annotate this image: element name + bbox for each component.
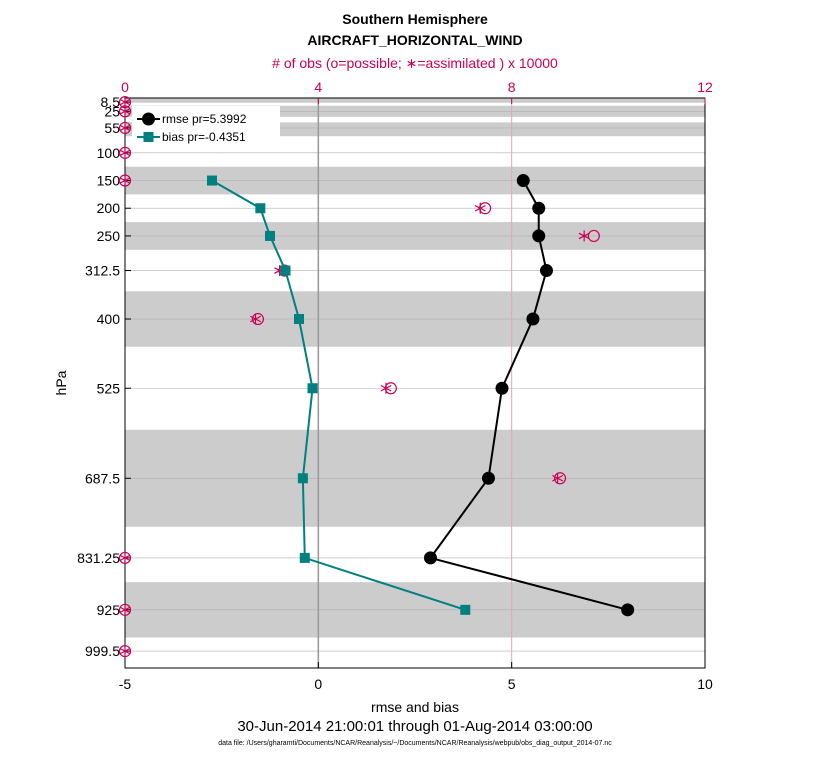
bias-point-4	[294, 314, 304, 325]
legend-bias-marker	[143, 132, 154, 142]
rmse-point-1	[532, 201, 546, 215]
obs-assimilated-marker	[578, 230, 590, 242]
top-tick-label-0: 0	[121, 79, 129, 95]
y-tick-label-3: 100	[97, 145, 121, 161]
y-tick-label-5: 200	[97, 200, 121, 216]
x-tick-label-1: 0	[314, 676, 322, 692]
chart-subtitle: AIRCRAFT_HORIZONTAL_WIND	[307, 32, 522, 48]
y-axis-label: hPa	[53, 370, 69, 395]
top-tick-label-1: 4	[314, 79, 322, 95]
bias-point-2	[265, 230, 275, 241]
obs-possible-marker	[587, 229, 600, 243]
obs-assimilated-marker	[552, 472, 564, 484]
y-tick-label-7: 312.5	[85, 263, 120, 279]
y-tick-label-13: 999.5	[85, 643, 120, 659]
obs-assimilated-marker	[380, 382, 392, 394]
series	[207, 174, 635, 617]
y-tick-label-11: 831.25	[77, 550, 120, 566]
x-tick-label-2: 5	[508, 676, 516, 692]
obs-possible-marker	[251, 312, 265, 326]
rmse-point-7	[423, 551, 437, 565]
top-axis-label: # of obs (o=possible; ∗=assimilated ) x …	[272, 55, 558, 71]
x-tick-label-0: -5	[119, 676, 132, 692]
y-tick-label-12: 925	[97, 602, 121, 618]
top-tick-label-3: 12	[697, 79, 713, 95]
obs-assimilated-marker	[119, 645, 131, 657]
legend-rmse-label: rmse pr=5.3992	[162, 112, 247, 126]
date-range: 30-Jun-2014 21:00:01 through 01-Aug-2014…	[237, 718, 592, 735]
obs-assimilated-marker	[249, 313, 262, 325]
rmse-point-2	[532, 229, 546, 243]
rmse-point-3	[539, 264, 553, 278]
bias-point-5	[307, 383, 318, 394]
x-axis-label: rmse and bias	[371, 699, 459, 715]
y-tick-label-10: 687.5	[85, 470, 120, 486]
obs-assimilated-marker	[119, 147, 131, 159]
bias-point-3	[280, 265, 291, 276]
x-tick-label-3: 10	[697, 676, 713, 692]
obs-assimilated-marker	[474, 202, 486, 214]
grid-lines	[125, 98, 705, 668]
rmse-point-5	[495, 381, 509, 395]
rmse-point-6	[481, 471, 495, 485]
chart-title: Southern Hemisphere	[342, 11, 488, 27]
bias-point-1	[255, 203, 266, 214]
legend-rmse-marker	[142, 112, 155, 126]
rmse-point-0	[516, 174, 530, 188]
bias-point-7	[299, 552, 310, 563]
data-file-note: data file: /Users/gharamti/Documents/NCA…	[218, 740, 612, 747]
obs-possible-marker	[553, 472, 567, 485]
rmse-point-4	[526, 312, 540, 326]
y-tick-label-2: 55	[104, 120, 120, 136]
obs-assimilated-marker	[119, 105, 131, 117]
x-axis-ticks: -5 0 5 10	[119, 662, 713, 692]
y-tick-label-1: 25	[104, 103, 120, 119]
shaded-layer-0	[125, 97, 705, 103]
bias-point-0	[207, 175, 217, 186]
y-tick-label-9: 525	[97, 380, 121, 396]
plot-frame	[124, 97, 706, 669]
rmse-point-8	[621, 603, 635, 617]
y-tick-label-8: 400	[97, 311, 121, 327]
obs-assimilated-marker	[119, 122, 131, 134]
y-tick-label-4: 150	[97, 173, 121, 189]
bias-point-8	[460, 604, 471, 615]
legend-box	[132, 106, 280, 152]
legend: rmse pr=5.3992 bias pr=-0.4351	[132, 106, 280, 152]
top-tick-label-2: 8	[508, 79, 516, 95]
legend-bias-label: bias pr=-0.4351	[162, 130, 246, 144]
bias-point-6	[297, 473, 308, 484]
obs-assimilated-marker	[119, 175, 131, 187]
obs-assimilated-marker	[119, 604, 131, 616]
obs-assimilated-marker	[119, 552, 131, 564]
obs-markers	[118, 96, 600, 658]
y-tick-label-0: 8.5	[101, 94, 121, 110]
top-axis-ticks: 0 4 8 12	[121, 79, 713, 104]
y-tick-label-6: 250	[97, 228, 121, 244]
